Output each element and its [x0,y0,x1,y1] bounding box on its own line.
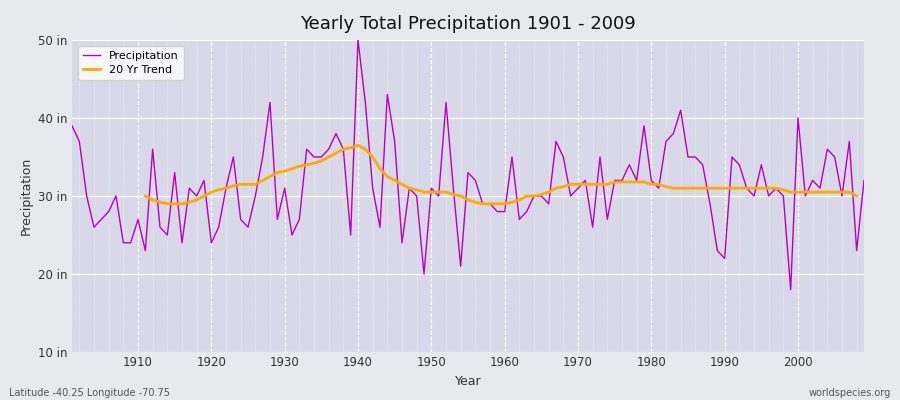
Precipitation [286,232,297,237]
Precipitation [353,38,364,42]
Title: Yearly Total Precipitation 1901 - 2009: Yearly Total Precipitation 1901 - 2009 [300,15,636,33]
20 Yr Trend [698,186,708,190]
Text: worldspecies.org: worldspecies.org [809,388,891,398]
20 Yr Trend [851,194,862,198]
Y-axis label: Precipitation: Precipitation [20,157,32,235]
Line: 20 Yr Trend: 20 Yr Trend [145,145,857,204]
20 Yr Trend [162,201,173,206]
20 Yr Trend [353,143,364,148]
Precipitation [595,154,606,159]
Precipitation [330,131,341,136]
Text: Latitude -40.25 Longitude -70.75: Latitude -40.25 Longitude -70.75 [9,388,170,398]
Precipitation [786,287,796,292]
Precipitation [507,154,517,159]
20 Yr Trend [492,201,503,206]
20 Yr Trend [192,198,202,202]
Precipitation [67,123,77,128]
X-axis label: Year: Year [454,375,482,388]
Precipitation [500,209,510,214]
Precipitation [859,178,869,183]
20 Yr Trend [206,190,217,194]
20 Yr Trend [602,182,613,187]
Legend: Precipitation, 20 Yr Trend: Precipitation, 20 Yr Trend [77,46,184,80]
Line: Precipitation: Precipitation [72,40,864,290]
Precipitation [125,240,136,245]
20 Yr Trend [140,194,150,198]
20 Yr Trend [551,186,562,190]
